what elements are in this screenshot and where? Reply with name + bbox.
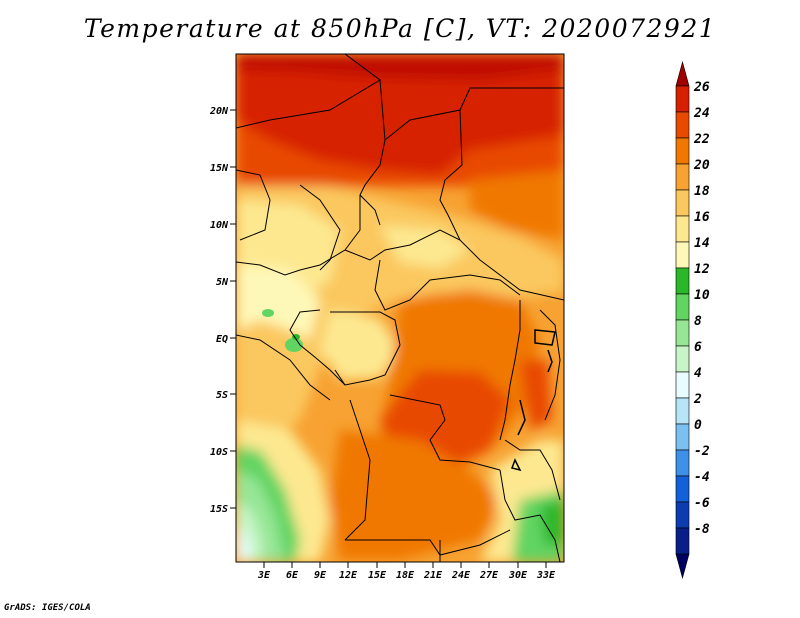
colorbar-label: 14	[694, 236, 710, 251]
lat-label: 15S	[210, 504, 228, 515]
colorbar-label: 4	[694, 366, 702, 381]
colorbar-label: -6	[694, 496, 710, 511]
temperature-field	[236, 54, 564, 562]
lat-label: 5N	[216, 277, 229, 288]
colorbar-segment	[675, 293, 690, 321]
lon-label: 15E	[368, 570, 387, 581]
colorbar-label: -2	[694, 444, 710, 459]
colorbar-label: -8	[694, 522, 710, 537]
lat-labels: 20N 15N 10N 5N EQ 5S 10S 15S	[209, 106, 229, 515]
colorbar-segment	[675, 163, 690, 191]
colorbar-label: 6	[694, 340, 702, 355]
lat-label: 5S	[216, 390, 228, 401]
colorbar-label: 16	[694, 210, 710, 225]
colorbar-labels: 26 24 22 20 18 16 14 12 10 8 6 4 2 0 -2 …	[693, 80, 710, 537]
lon-label: 24E	[451, 570, 471, 581]
lon-label: 27E	[479, 570, 499, 581]
colorbar-segment	[675, 241, 690, 269]
grads-credit: GrADS: IGES/COLA	[4, 603, 91, 613]
colorbar-segment	[675, 345, 690, 373]
colorbar-label: 24	[693, 106, 710, 121]
colorbar-label: 2	[693, 392, 702, 407]
colorbar-segment	[675, 267, 690, 295]
colorbar	[675, 60, 690, 580]
chart-title: Temperature at 850hPa [C], VT: 202007292…	[83, 14, 717, 43]
lat-label: 20N	[209, 106, 229, 117]
lat-label: 15N	[210, 163, 229, 174]
colorbar-segment	[675, 60, 690, 87]
colorbar-segment	[675, 553, 690, 580]
colorbar-segment	[675, 527, 690, 555]
lat-label: 10N	[210, 220, 229, 231]
lon-labels: 3E 6E 9E 12E 15E 18E 21E 24E 27E 30E 33E	[257, 570, 556, 581]
lon-label: 6E	[286, 570, 299, 581]
colorbar-label: 26	[693, 80, 710, 95]
lon-ticks	[263, 562, 547, 568]
lon-label: 18E	[396, 570, 415, 581]
map-frame	[235, 53, 565, 563]
colorbar-segment	[675, 189, 690, 217]
colorbar-label: 10	[694, 288, 710, 303]
lon-label: 21E	[423, 570, 443, 581]
lon-label: 9E	[314, 570, 327, 581]
colorbar-segment	[675, 397, 690, 425]
lat-label: 10S	[210, 447, 228, 458]
lon-label: 3E	[257, 570, 271, 581]
colorbar-segment	[675, 501, 690, 529]
colorbar-segment	[675, 111, 690, 139]
colorbar-segment	[675, 475, 690, 503]
colorbar-segment	[675, 449, 690, 477]
lon-label: 33E	[536, 570, 556, 581]
lat-ticks	[230, 109, 236, 509]
colorbar-label: -4	[694, 470, 710, 485]
colorbar-label: 18	[694, 184, 710, 199]
colorbar-label: 20	[693, 158, 710, 173]
lat-label: EQ	[216, 334, 228, 345]
colorbar-segment	[675, 423, 690, 451]
colorbar-label: 8	[694, 314, 702, 329]
colorbar-label: 22	[693, 132, 710, 147]
colorbar-segment	[675, 137, 690, 165]
lon-label: 30E	[508, 570, 528, 581]
colorbar-segment	[675, 319, 690, 347]
colorbar-segment	[675, 85, 690, 113]
colorbar-segment	[675, 215, 690, 243]
lon-label: 12E	[339, 570, 358, 581]
colorbar-label: 0	[694, 418, 702, 433]
colorbar-segment	[675, 371, 690, 399]
country-borders	[236, 54, 564, 562]
colorbar-label: 12	[694, 262, 710, 277]
